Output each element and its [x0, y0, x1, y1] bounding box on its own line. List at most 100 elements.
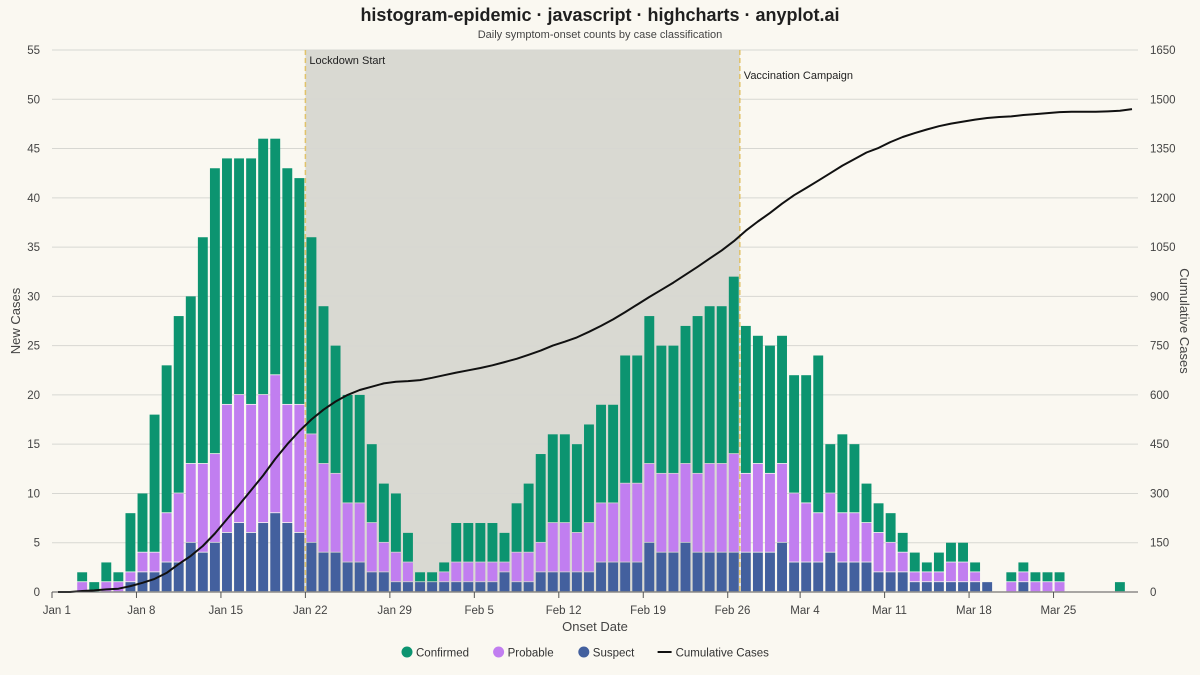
- bar-probable-feb-25: [716, 463, 727, 552]
- bar-probable-jan-11: [173, 493, 184, 562]
- bar-probable-mar-9: [861, 523, 872, 562]
- legend-swatch-confirmed: [401, 646, 413, 658]
- bar-probable-feb-24: [704, 463, 715, 552]
- bar-probable-mar-15: [933, 572, 944, 582]
- bar-confirmed-jan-26: [354, 394, 365, 503]
- bar-suspect-feb-26: [728, 552, 739, 592]
- bar-probable-mar-21: [1006, 582, 1017, 592]
- bar-probable-mar-12: [897, 552, 908, 572]
- bar-suspect-feb-23: [692, 552, 703, 592]
- y-left-tick-label: 30: [27, 291, 40, 303]
- bar-confirmed-jan-30: [403, 532, 413, 562]
- bar-suspect-mar-18: [970, 582, 981, 592]
- bar-probable-mar-7: [837, 513, 848, 562]
- bar-confirmed-jan-19: [270, 138, 281, 375]
- bar-suspect-feb-15: [596, 562, 606, 592]
- bar-suspect-jan-18: [258, 523, 269, 592]
- bar-confirmed-jan-5: [101, 562, 112, 582]
- bar-probable-jan-19: [270, 375, 281, 513]
- bar-probable-feb-10: [535, 542, 546, 572]
- bar-suspect-mar-22: [1018, 582, 1029, 592]
- bar-probable-jan-26: [354, 503, 365, 562]
- bar-confirmed-mar-15: [933, 552, 944, 572]
- bar-suspect-jan-22: [306, 542, 317, 592]
- bar-confirmed-feb-14: [584, 424, 594, 523]
- bar-confirmed-mar-16: [946, 542, 956, 562]
- bar-probable-feb-22: [680, 463, 691, 542]
- bar-suspect-mar-16: [946, 582, 956, 592]
- bar-confirmed-jan-27: [366, 444, 377, 523]
- bar-suspect-mar-14: [921, 582, 932, 592]
- bar-confirmed-feb-12: [559, 434, 570, 523]
- bar-suspect-feb-9: [523, 582, 534, 592]
- bar-confirmed-jan-29: [390, 493, 401, 552]
- y-left-tick-label: 40: [27, 193, 40, 205]
- bar-suspect-jan-15: [222, 532, 232, 592]
- bar-confirmed-mar-9: [861, 483, 872, 523]
- bar-suspect-feb-5: [475, 582, 486, 592]
- chart-title: histogram-epidemic · javascript · highch…: [360, 5, 839, 25]
- bar-probable-jan-10: [161, 513, 172, 562]
- bar-confirmed-jan-22: [306, 237, 317, 434]
- bar-confirmed-feb-23: [692, 316, 703, 473]
- bar-confirmed-mar-17: [958, 542, 968, 562]
- bar-confirmed-jan-13: [197, 237, 208, 464]
- bar-probable-mar-23: [1030, 582, 1041, 592]
- bar-probable-mar-11: [885, 542, 896, 572]
- bar-probable-feb-13: [571, 532, 582, 572]
- bar-suspect-feb-3: [451, 582, 462, 592]
- bar-confirmed-feb-20: [656, 345, 667, 473]
- bar-probable-feb-8: [511, 552, 522, 582]
- bar-confirmed-mar-12: [897, 532, 908, 552]
- bar-suspect-feb-27: [740, 552, 751, 592]
- bar-probable-mar-2: [777, 463, 787, 542]
- bar-suspect-mar-19: [982, 582, 993, 592]
- bar-confirmed-feb-16: [608, 404, 619, 503]
- bar-confirmed-feb-22: [680, 325, 691, 464]
- bar-confirmed-mar-11: [885, 513, 896, 542]
- bar-suspect-feb-1: [427, 582, 438, 592]
- y-right-tick-label: 150: [1150, 538, 1169, 550]
- legend-label-confirmed: Confirmed: [416, 648, 469, 660]
- bar-confirmed-jan-10: [161, 365, 172, 513]
- bar-probable-mar-25: [1054, 582, 1065, 592]
- bar-confirmed-jan-24: [330, 345, 341, 473]
- bar-suspect-jan-25: [342, 562, 353, 592]
- bar-confirmed-feb-4: [463, 523, 474, 562]
- bar-probable-jan-24: [330, 473, 341, 552]
- bar-confirmed-feb-1: [427, 572, 438, 582]
- bar-suspect-jan-20: [282, 523, 293, 592]
- gridlines: [52, 49, 1138, 593]
- legend-label-cumulative-cases: Cumulative Cases: [676, 648, 770, 660]
- bar-confirmed-feb-19: [644, 316, 655, 464]
- bar-confirmed-feb-15: [596, 404, 606, 503]
- bar-suspect-mar-5: [813, 562, 824, 592]
- bar-probable-jan-15: [222, 404, 232, 533]
- bar-confirmed-mar-10: [873, 503, 884, 533]
- bar-probable-mar-16: [946, 562, 956, 582]
- bar-probable-feb-20: [656, 473, 667, 552]
- bar-probable-mar-3: [789, 493, 800, 562]
- bar-confirmed-feb-17: [620, 355, 631, 483]
- x-tick-label: Feb 19: [630, 605, 666, 617]
- bar-suspect-feb-17: [620, 562, 631, 592]
- bar-probable-mar-1: [765, 473, 775, 552]
- bar-suspect-feb-7: [499, 572, 510, 592]
- bar-probable-feb-19: [644, 463, 655, 542]
- y-right-tick-label: 750: [1150, 341, 1169, 353]
- y-left-tick-label: 55: [27, 45, 40, 57]
- y-right-tick-label: 1200: [1150, 193, 1176, 205]
- bar-suspect-jan-19: [270, 513, 281, 592]
- bar-probable-feb-26: [728, 454, 739, 552]
- bar-suspect-mar-8: [849, 562, 860, 592]
- bar-confirmed-feb-10: [535, 454, 546, 542]
- bar-suspect-mar-4: [801, 562, 812, 592]
- bar-confirmed-jan-17: [246, 158, 257, 404]
- legend-swatch-probable: [493, 646, 505, 658]
- bar-confirmed-feb-26: [728, 276, 739, 454]
- bar-confirmed-feb-3: [451, 523, 462, 562]
- bar-confirmed-feb-5: [475, 523, 486, 562]
- bar-probable-mar-14: [921, 572, 932, 582]
- bar-suspect-jan-14: [209, 542, 220, 592]
- bar-probable-feb-2: [439, 572, 450, 582]
